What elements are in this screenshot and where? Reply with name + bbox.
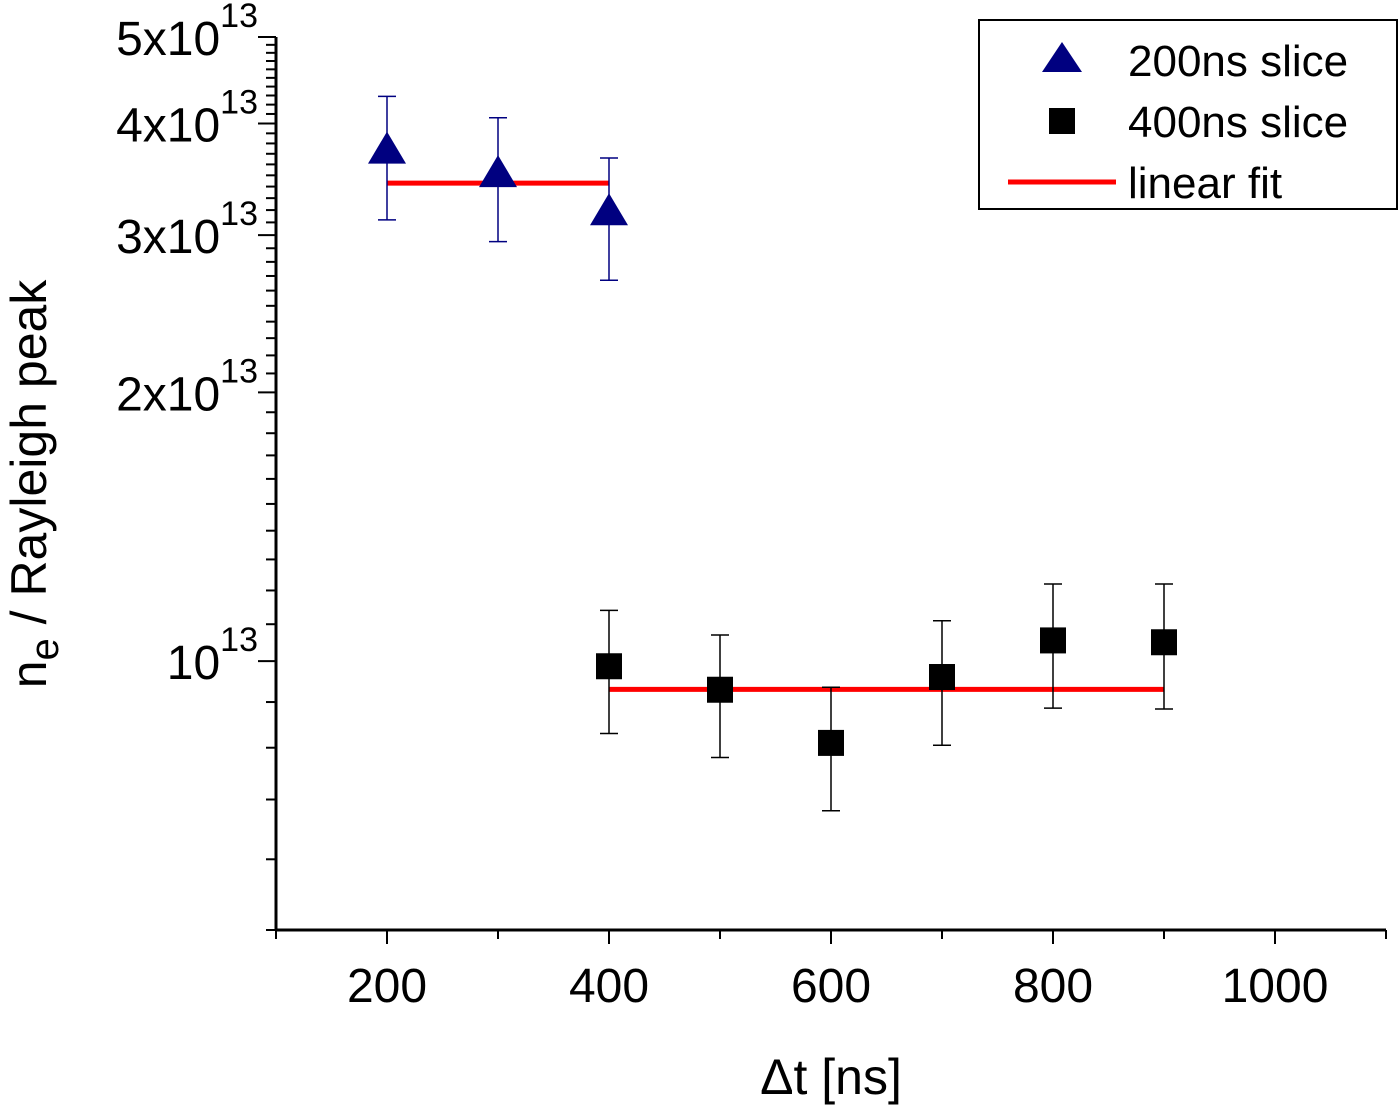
y-tick-label: 2x1013 (116, 352, 258, 421)
x-axis-label: Δt [ns] (760, 1049, 902, 1105)
square-point (596, 653, 622, 680)
x-tick-label: 600 (791, 960, 871, 1013)
triangle-point (590, 193, 628, 226)
square-point (929, 664, 955, 691)
legend-square-marker (1049, 108, 1075, 134)
x-tick-label: 200 (347, 960, 427, 1013)
legend-triangle-marker (1042, 42, 1082, 72)
legend: 200ns slice 400ns slice linear fit (978, 19, 1398, 210)
square-point (1040, 627, 1066, 654)
marks (368, 95, 1177, 812)
square-point (707, 676, 733, 703)
x-tick-label: 800 (1013, 960, 1093, 1013)
legend-label-fit: linear fit (1128, 159, 1282, 208)
x-tick-label: 400 (569, 960, 649, 1013)
square-point (818, 729, 844, 756)
legend-label-200ns: 200ns slice (1128, 37, 1348, 86)
y-tick-label: 5x1013 (116, 0, 258, 66)
y-tick-label: 4x1013 (116, 84, 258, 153)
legend-label-400ns: 400ns slice (1128, 98, 1348, 147)
y-tick-label: 3x1013 (116, 195, 258, 264)
axes: 1013 2x1013 3x1013 4x1013 5x1013 200 400 600 800… (116, 0, 1387, 1013)
legend-box (978, 19, 1398, 210)
y-tick-label: 1013 (167, 621, 258, 690)
y-axis-label: ne / Rayleigh peak (1, 279, 67, 689)
x-tick-label: 1000 (1222, 960, 1329, 1013)
square-point (1151, 629, 1177, 656)
triangle-point (368, 131, 406, 164)
triangle-point (479, 155, 517, 188)
